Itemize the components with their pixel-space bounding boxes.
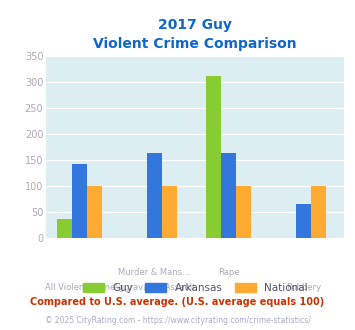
- Text: Aggravated Assault: Aggravated Assault: [113, 283, 196, 292]
- Bar: [147, 153, 162, 238]
- Bar: [236, 186, 251, 238]
- Text: Murder & Mans...: Murder & Mans...: [118, 268, 190, 277]
- Bar: [311, 186, 326, 238]
- Text: © 2025 CityRating.com - https://www.cityrating.com/crime-statistics/: © 2025 CityRating.com - https://www.city…: [45, 315, 310, 325]
- Bar: [87, 186, 102, 238]
- Bar: [207, 76, 222, 238]
- Bar: [162, 186, 177, 238]
- Legend: Guy, Arkansas, National: Guy, Arkansas, National: [83, 283, 308, 293]
- Bar: [296, 204, 311, 238]
- Bar: [72, 164, 87, 238]
- Bar: [222, 153, 236, 238]
- Bar: [57, 219, 72, 238]
- Title: 2017 Guy
Violent Crime Comparison: 2017 Guy Violent Crime Comparison: [93, 18, 297, 51]
- Text: Rape: Rape: [218, 268, 240, 277]
- Text: Compared to U.S. average. (U.S. average equals 100): Compared to U.S. average. (U.S. average …: [31, 297, 324, 307]
- Text: Robbery: Robbery: [286, 283, 321, 292]
- Text: All Violent Crime: All Violent Crime: [45, 283, 115, 292]
